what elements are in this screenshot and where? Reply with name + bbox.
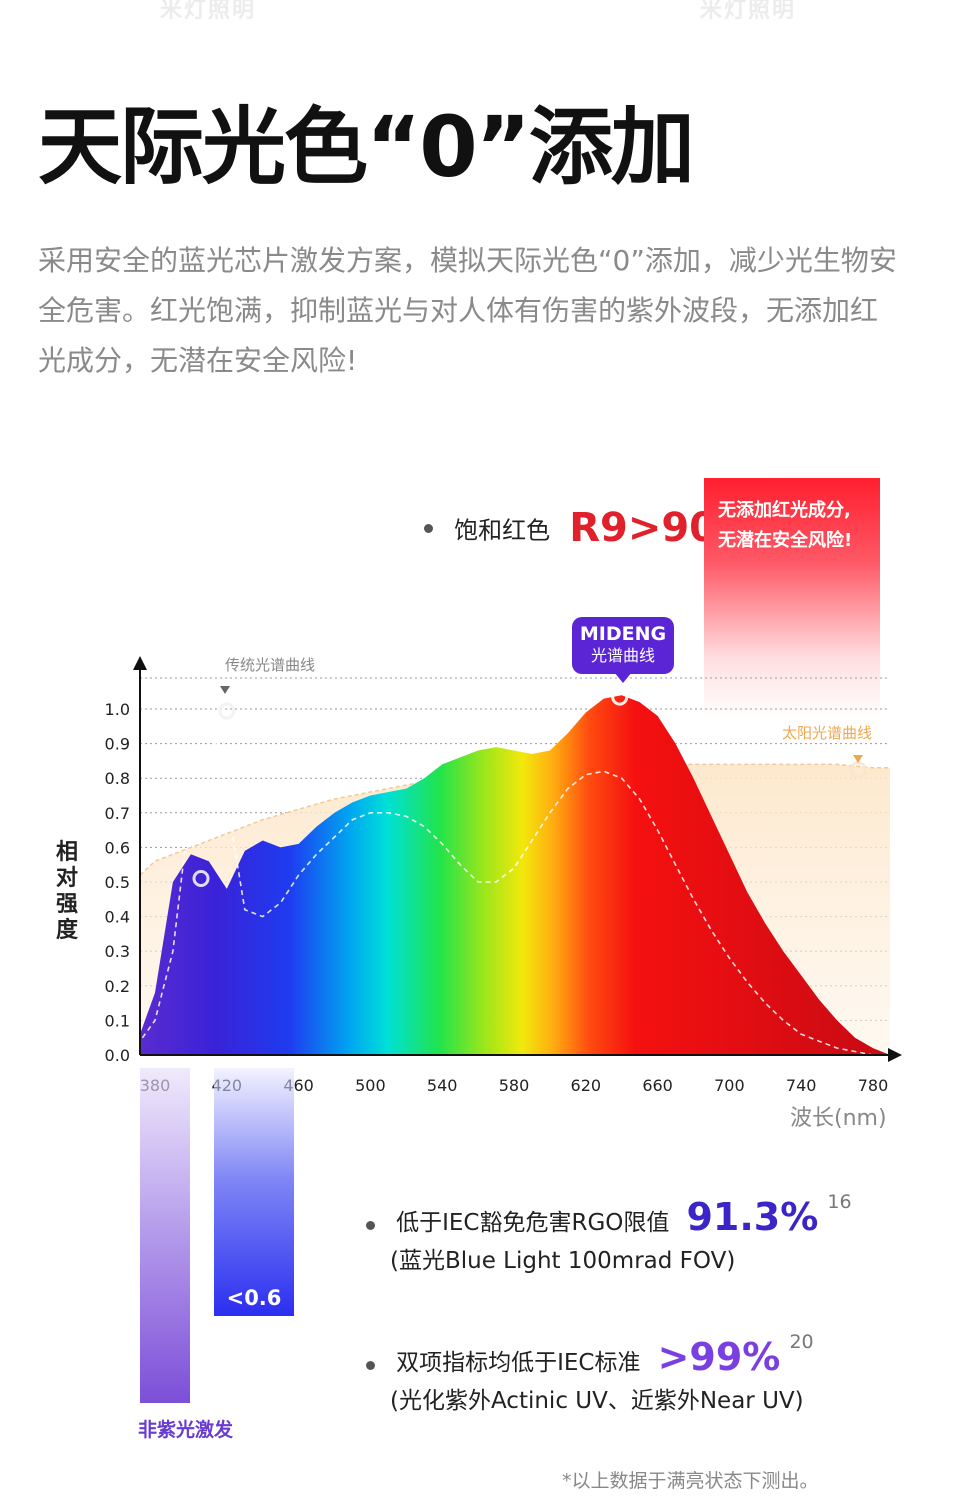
mideng-badge: MIDENG 光谱曲线 — [572, 617, 674, 674]
series-markers — [192, 688, 867, 888]
x-tick-label: 580 — [499, 1076, 530, 1095]
y-tick-label: 0.5 — [105, 873, 130, 892]
blue-light-bar: <0.6 — [214, 1068, 294, 1316]
traditional-peak-marker — [218, 702, 236, 720]
x-tick-label: 500 — [355, 1076, 386, 1095]
badge-brand: MIDENG — [579, 623, 667, 645]
y-tick-label: 0.3 — [105, 942, 130, 961]
watermark: 米灯照明 — [700, 0, 797, 23]
stat-value: 91.3% — [686, 1195, 819, 1239]
x-tick-label: 540 — [427, 1076, 458, 1095]
x-tick-label: 660 — [642, 1076, 673, 1095]
stat-subtext: (光化紫外Actinic UV、近紫外Near UV) — [390, 1388, 804, 1414]
sun-pointer-icon — [853, 755, 863, 763]
bullet-dot-icon — [366, 1221, 375, 1230]
sun-spectrum-label: 太阳光谱曲线 — [782, 724, 872, 742]
stat-superscript: 16 — [827, 1191, 852, 1213]
non-uv-bar — [140, 1068, 190, 1403]
traditional-spectrum-line — [139, 708, 890, 1056]
bullet-dot-icon — [366, 1361, 375, 1370]
mideng-spectrum-area — [140, 695, 890, 1055]
y-tick-label: 0.1 — [105, 1011, 130, 1030]
y-tick-label: 0.6 — [105, 838, 130, 857]
y-tick-label: 0.4 — [105, 908, 130, 927]
y-tick-label: 0.2 — [105, 977, 130, 996]
sun-start-marker — [192, 870, 210, 888]
y-tick-label: 1.0 — [105, 700, 130, 719]
stat-text: 低于IEC豁免危害RGO限值 — [396, 1210, 670, 1236]
red-callout-line2: 无潜在安全风险! — [718, 530, 853, 551]
y-tick-label: 0.0 — [105, 1046, 130, 1065]
x-tick-label: 700 — [714, 1076, 745, 1095]
footnote: *以上数据于满亮状态下测出。 — [562, 1470, 819, 1492]
y-axis-arrow-icon — [133, 656, 147, 670]
badge-pointer-icon — [614, 672, 632, 683]
stat-uv: 双项指标均低于IEC标准 >99% 20 (光化紫外Actinic UV、近紫外… — [366, 1331, 814, 1415]
y-axis-label: 相对强度 — [55, 840, 78, 943]
badge-label: 光谱曲线 — [590, 646, 655, 665]
traditional-spectrum-layer: 传统光谱曲线 — [139, 656, 890, 1056]
saturation-value: R9>90 — [569, 505, 717, 551]
non-uv-bar-label: 非紫光激发 — [138, 1419, 234, 1441]
x-tick-label: 740 — [786, 1076, 817, 1095]
x-tick-label: 780 — [858, 1076, 889, 1095]
y-tick-label: 0.9 — [105, 735, 130, 754]
page-title: 天际光色“0”添加 — [38, 98, 695, 196]
y-tick-label: 0.8 — [105, 769, 130, 788]
axes — [133, 656, 902, 1062]
bullet-dot-icon — [424, 523, 433, 533]
blue-light-bar-value: <0.6 — [226, 1286, 282, 1310]
traditional-spectrum-label: 传统光谱曲线 — [225, 656, 315, 674]
stat-value: >99% — [657, 1335, 781, 1379]
mideng-peak-marker — [611, 688, 629, 706]
watermark: 米灯照明 — [160, 0, 257, 23]
stat-subtext: (蓝光Blue Light 100mrad FOV) — [390, 1248, 736, 1274]
stat-rgo: 低于IEC豁免危害RGO限值 91.3% 16 (蓝光Blue Light 10… — [366, 1191, 852, 1275]
x-axis-label: 波长(nm) — [790, 1106, 887, 1131]
x-axis-arrow-icon — [888, 1048, 902, 1062]
traditional-pointer-icon — [220, 686, 230, 694]
saturation-label: 饱和红色 — [454, 516, 551, 545]
y-tick-label: 0.7 — [105, 804, 130, 823]
description: 采用安全的蓝光芯片激发方案，模拟天际光色“0”添加，减少光生物安全危害。红光饱满… — [38, 244, 897, 377]
stat-superscript: 20 — [789, 1331, 814, 1353]
red-callout-line1: 无添加红光成分, — [718, 500, 851, 521]
stat-text: 双项指标均低于IEC标准 — [396, 1350, 641, 1376]
saturation-callout: 饱和红色 R9>90 — [424, 505, 717, 551]
x-tick-label: 620 — [571, 1076, 602, 1095]
